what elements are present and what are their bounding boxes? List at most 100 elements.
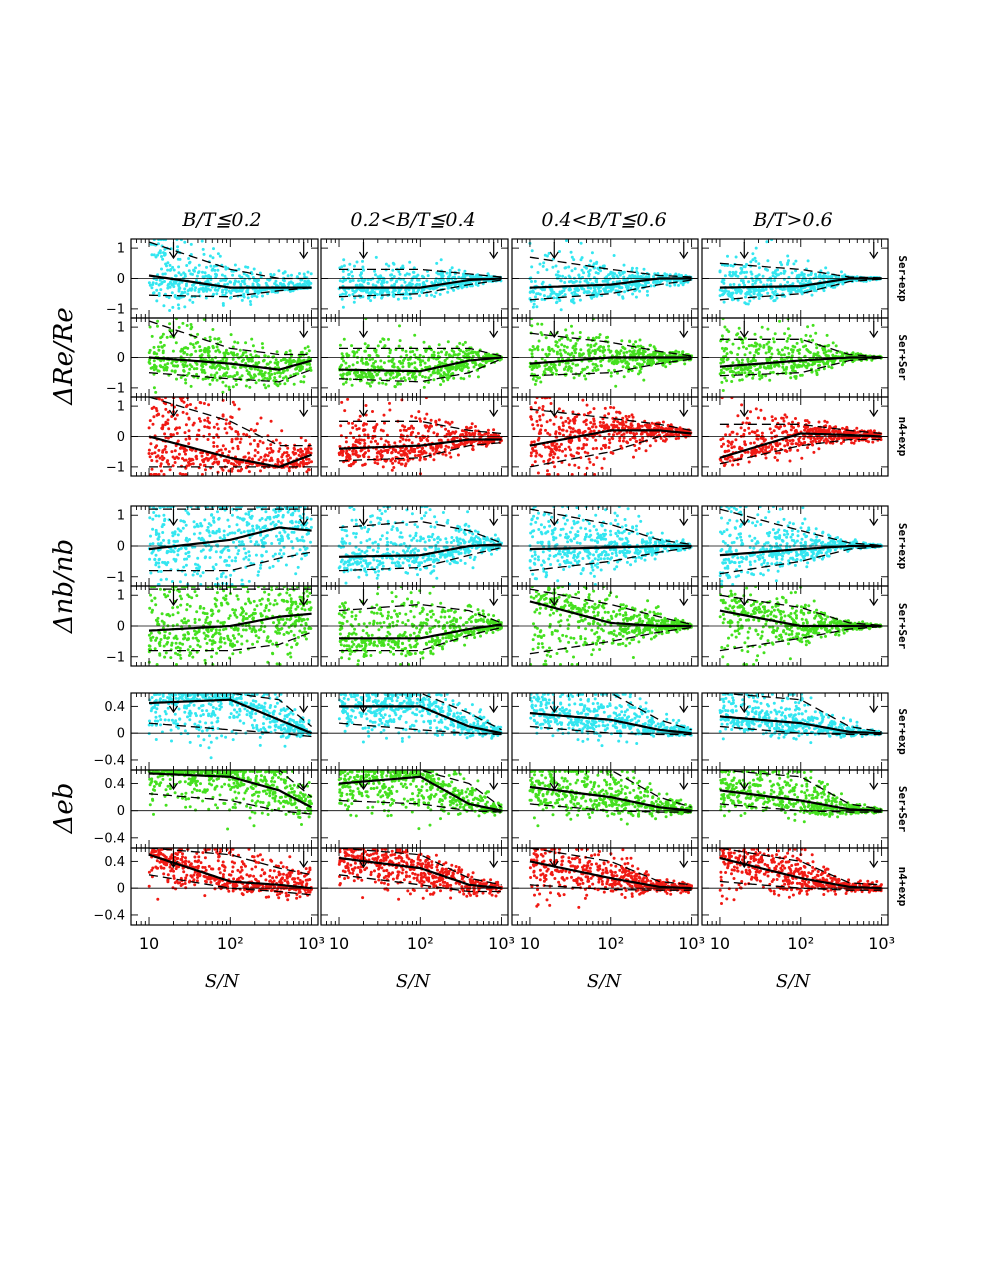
data-point — [718, 288, 722, 292]
data-point — [384, 262, 388, 266]
data-point — [174, 274, 177, 278]
data-point — [450, 360, 454, 364]
data-point — [427, 358, 430, 362]
data-point — [728, 370, 732, 374]
data-point — [766, 291, 770, 295]
data-point — [779, 271, 783, 275]
data-point — [351, 292, 355, 296]
data-point — [163, 247, 167, 251]
data-point — [824, 274, 828, 278]
data-point — [374, 360, 377, 363]
data-point — [265, 362, 269, 366]
data-point — [243, 282, 247, 286]
data-point — [152, 351, 156, 354]
data-point — [748, 299, 752, 303]
data-point — [355, 361, 359, 364]
data-point — [574, 347, 578, 351]
data-point — [246, 274, 250, 278]
data-point — [851, 351, 855, 355]
data-point — [765, 358, 769, 362]
data-point — [428, 365, 432, 369]
data-point — [748, 288, 752, 292]
data-point — [608, 358, 612, 362]
data-point — [577, 273, 581, 277]
data-point — [445, 271, 449, 275]
data-point — [210, 454, 214, 458]
data-point — [807, 279, 811, 283]
data-point — [198, 419, 202, 423]
data-point — [822, 362, 826, 366]
data-point — [822, 289, 826, 293]
data-point — [340, 363, 344, 367]
data-point — [203, 271, 207, 275]
data-point — [667, 358, 671, 362]
data-point — [401, 365, 405, 369]
data-point — [227, 375, 230, 379]
data-point — [558, 292, 562, 296]
data-point — [351, 274, 354, 278]
data-point — [207, 349, 211, 353]
data-point — [366, 281, 370, 285]
data-point — [418, 294, 422, 298]
data-point — [752, 292, 756, 295]
data-point — [641, 284, 645, 288]
data-point — [465, 425, 468, 429]
data-point — [221, 444, 225, 448]
data-point — [161, 458, 165, 462]
data-point — [184, 452, 187, 456]
y-tick-label: −1 — [106, 381, 125, 396]
data-point — [740, 378, 744, 382]
data-point — [453, 275, 456, 279]
x-label-col-3: S/N — [587, 971, 622, 992]
data-point — [404, 349, 408, 353]
data-point — [379, 340, 382, 344]
data-point — [731, 361, 735, 365]
data-point — [190, 365, 194, 369]
data-point — [576, 338, 580, 342]
data-point — [381, 337, 385, 341]
data-point — [185, 403, 189, 407]
data-point — [283, 270, 287, 274]
data-point — [385, 290, 389, 294]
data-point — [761, 274, 765, 278]
data-point — [465, 285, 469, 289]
data-point — [206, 438, 210, 441]
data-point — [210, 357, 214, 361]
data-point — [229, 351, 233, 355]
data-point — [599, 345, 603, 348]
data-point — [294, 372, 298, 376]
data-point — [399, 355, 403, 359]
data-point — [439, 368, 443, 372]
data-point — [665, 273, 669, 277]
data-point — [530, 249, 534, 253]
data-point — [633, 365, 636, 369]
data-point — [549, 362, 553, 366]
data-point — [155, 352, 159, 356]
data-point — [147, 448, 151, 452]
data-point — [170, 329, 174, 333]
data-point — [745, 292, 749, 296]
x-ticks — [130, 318, 318, 397]
data-point — [723, 376, 727, 380]
data-point — [185, 412, 189, 416]
data-point — [452, 376, 456, 380]
data-point — [184, 381, 188, 385]
data-point — [273, 376, 277, 380]
data-point — [162, 304, 166, 308]
data-point — [478, 363, 482, 367]
data-point — [612, 254, 616, 257]
data-point — [661, 363, 665, 367]
data-point — [279, 460, 283, 464]
data-point — [591, 362, 595, 366]
data-point — [285, 368, 289, 372]
data-point — [442, 379, 445, 383]
data-point — [574, 342, 578, 346]
data-point — [261, 372, 265, 376]
data-point — [175, 426, 179, 430]
data-point — [250, 359, 254, 363]
data-point — [664, 365, 668, 369]
data-point — [301, 282, 305, 286]
data-point — [396, 297, 400, 301]
data-point — [402, 359, 405, 362]
data-point — [224, 384, 228, 388]
